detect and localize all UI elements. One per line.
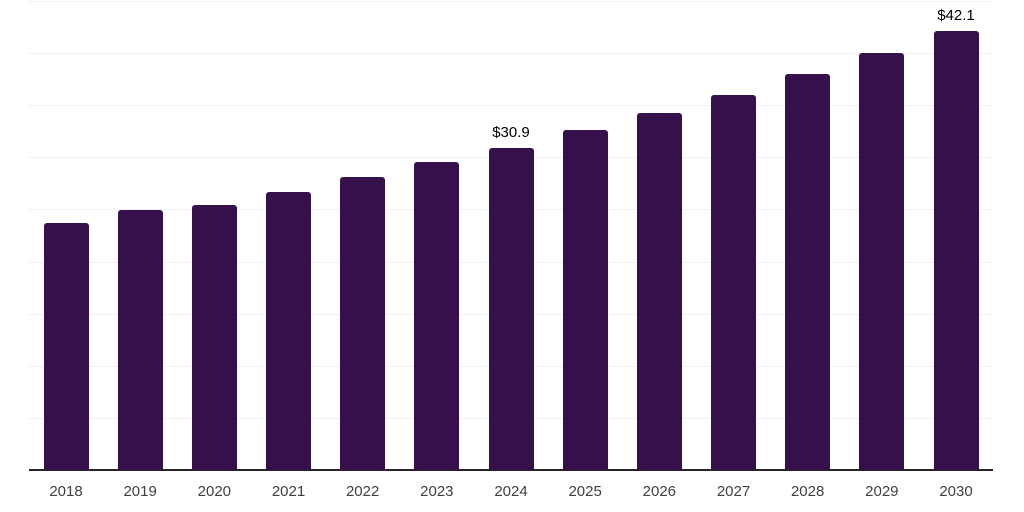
bar-2024 xyxy=(488,147,534,470)
x-tick-label-2022: 2022 xyxy=(345,483,380,500)
bar-2023 xyxy=(414,161,460,470)
x-tick-label-2027: 2027 xyxy=(716,483,751,500)
bar-value-label-2030: $42.1 xyxy=(937,7,975,25)
bar-2022 xyxy=(340,177,386,470)
bar-2021 xyxy=(266,191,311,470)
gridline-40 xyxy=(29,53,993,55)
bar-2028 xyxy=(785,73,831,470)
x-tick-label-2019: 2019 xyxy=(123,483,157,500)
bar-2026 xyxy=(636,112,682,470)
x-tick-label-2028: 2028 xyxy=(790,483,825,500)
bar-2020 xyxy=(191,205,237,470)
x-tick-label-2029: 2029 xyxy=(865,483,899,500)
gridline-35 xyxy=(29,105,993,107)
x-tick-label-2018: 2018 xyxy=(49,483,83,500)
bar-2018 xyxy=(43,222,89,470)
bar-2025 xyxy=(562,130,608,470)
gridline-45 xyxy=(29,1,993,2)
bar-value-label-2024: $30.9 xyxy=(492,123,530,141)
x-tick-label-2026: 2026 xyxy=(642,483,677,500)
x-tick-label-2021: 2021 xyxy=(271,483,306,500)
bar-2029 xyxy=(859,53,905,470)
x-tick-label-2023: 2023 xyxy=(420,483,454,500)
bar-2019 xyxy=(117,210,163,470)
x-tick-label-2020: 2020 xyxy=(197,483,232,500)
x-axis-line xyxy=(29,469,993,471)
x-tick-label-2024: 2024 xyxy=(494,483,528,500)
bar-2027 xyxy=(711,94,756,470)
x-tick-label-2030: 2030 xyxy=(939,483,973,500)
bar-2030 xyxy=(933,31,979,470)
x-tick-label-2025: 2025 xyxy=(568,483,602,500)
